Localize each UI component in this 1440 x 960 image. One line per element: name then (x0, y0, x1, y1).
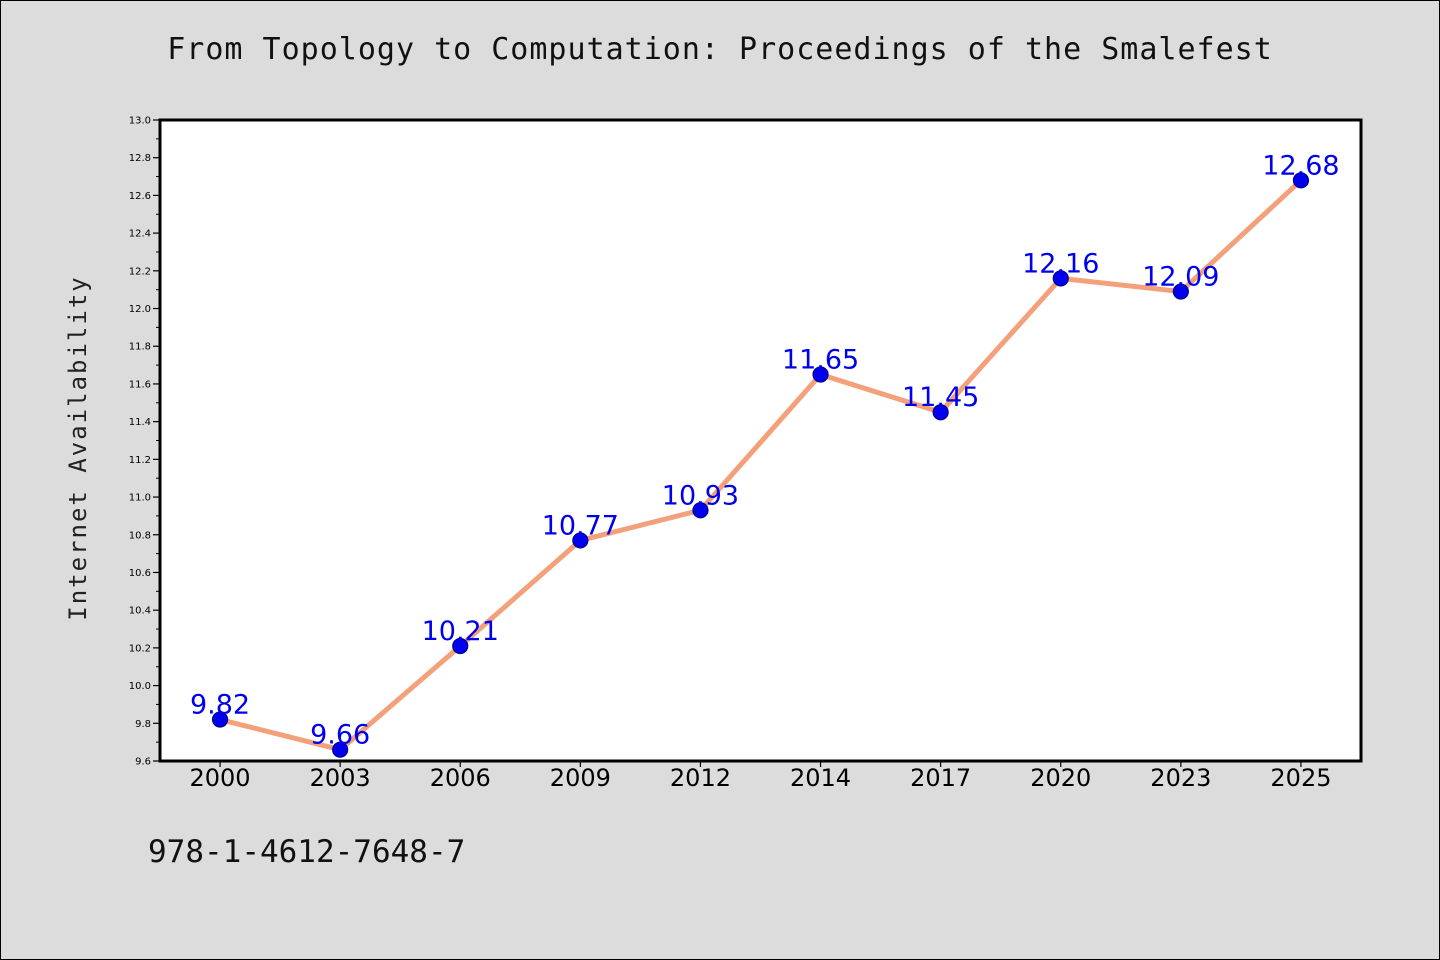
y-tick-label: 10.4 (129, 606, 151, 617)
y-tick-label: 12.0 (129, 304, 151, 315)
y-tick-label: 9.8 (135, 719, 151, 730)
y-tick-label: 11.6 (129, 379, 151, 390)
y-tick-label: 12.2 (129, 266, 151, 277)
x-tick-label: 2000 (190, 764, 251, 792)
y-tick-label: 9.6 (135, 757, 151, 768)
y-axis: 9.6 9.8 10.0 10.2 10.4 10.6 10.8 11.0 11.2 11.4 11… (129, 116, 160, 768)
y-tick-label: 10.2 (129, 643, 151, 654)
y-tick-label: 10.6 (129, 568, 151, 579)
x-tick-label: 2025 (1270, 764, 1331, 792)
x-tick-label: 2009 (550, 764, 611, 792)
data-label: 10.21 (422, 616, 499, 647)
x-tick-label: 2023 (1150, 764, 1211, 792)
data-point (692, 502, 709, 519)
x-tick-label: 2020 (1030, 764, 1091, 792)
y-tick-label: 11.4 (129, 417, 151, 428)
data-point (1052, 270, 1069, 287)
data-label: 12.09 (1142, 262, 1219, 293)
y-tick-label: 10.8 (129, 530, 151, 541)
data-label: 11.45 (902, 382, 979, 413)
x-tick-label: 2017 (910, 764, 971, 792)
data-label: 11.65 (782, 345, 859, 376)
data-point (332, 741, 349, 758)
y-tick-label: 10.0 (129, 681, 151, 692)
data-point (211, 711, 229, 728)
x-tick-label: 2012 (670, 764, 731, 792)
isbn-text: 978-1-4612-7648-7 (148, 834, 466, 870)
data-point (1292, 172, 1310, 189)
series-line (219, 178, 1303, 753)
data-point (932, 404, 949, 421)
y-tick-label: 13.0 (129, 116, 151, 127)
data-label: 9.66 (310, 720, 370, 751)
data-label: 9.82 (190, 690, 250, 721)
x-tick-label: 2003 (310, 764, 371, 792)
data-point (812, 366, 829, 383)
data-label: 12.68 (1262, 150, 1339, 181)
chart-title: From Topology to Computation: Proceeding… (167, 32, 1273, 67)
y-tick-label: 12.8 (129, 153, 151, 164)
x-tick-label: 2006 (430, 764, 491, 792)
data-point (452, 637, 469, 655)
x-axis: 2000 2003 2006 2009 2012 2014 2017 2020 2023 2025 (190, 761, 1331, 792)
data-label: 12.16 (1022, 248, 1099, 279)
x-tick-label: 2014 (790, 764, 851, 792)
y-tick-label: 12.4 (129, 229, 151, 240)
y-tick-label: 11.2 (129, 455, 151, 466)
data-label: 10.77 (542, 510, 619, 541)
data-label: 10.93 (662, 480, 739, 511)
y-axis-label: Internet Availability (64, 275, 92, 620)
y-tick-label: 12.6 (129, 191, 151, 202)
y-tick-label: 11.0 (129, 493, 151, 504)
data-point (1172, 283, 1189, 300)
y-tick-label: 11.8 (129, 342, 151, 353)
data-points (211, 172, 1310, 758)
data-point (572, 532, 589, 549)
data-labels: 9.82 9.66 10.21 10.77 10.93 11.65 11.45 12.16 12… (190, 150, 1340, 750)
